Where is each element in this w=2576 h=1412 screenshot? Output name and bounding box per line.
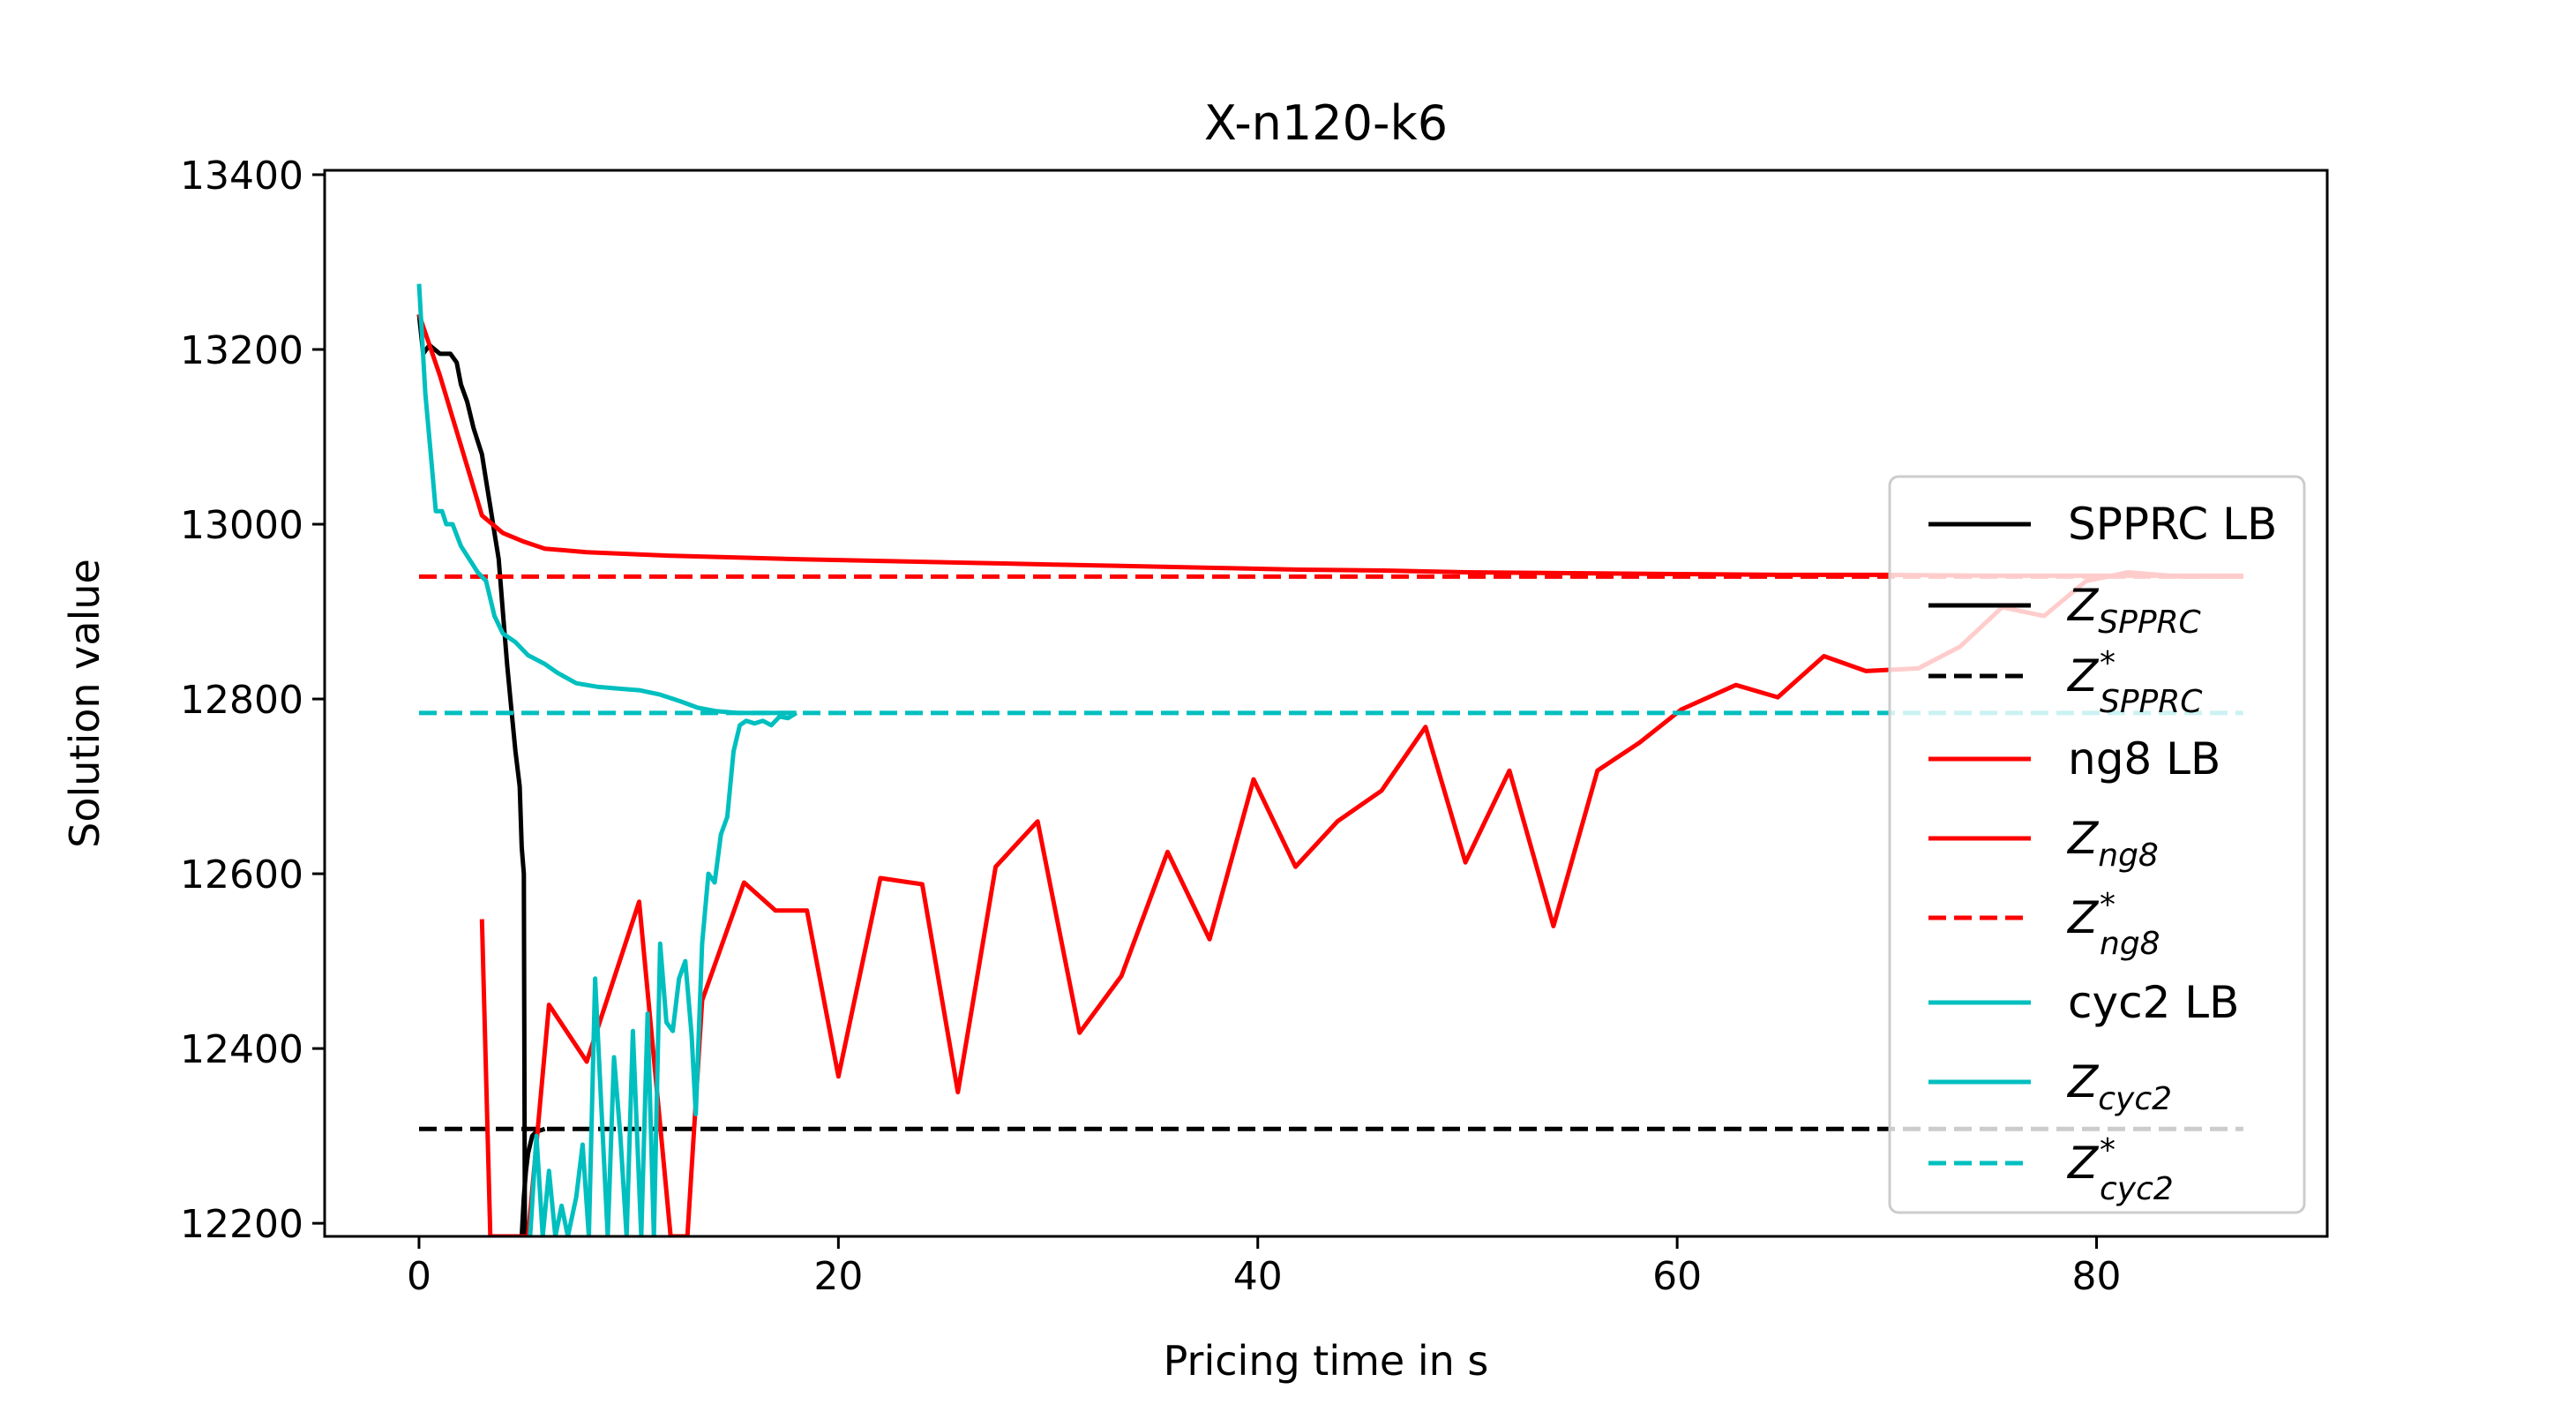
legend-label: ZSPPRC <box>2066 580 2202 641</box>
plot-frame <box>323 169 2329 1238</box>
chart-title: X-n120-k6 <box>1204 95 1448 151</box>
series-line-sspprc_lb <box>416 314 528 1236</box>
legend-label: SPPRC LB <box>2068 499 2277 550</box>
legend-label: Zcyc2 <box>2066 1056 2172 1117</box>
x-tick-label: 0 <box>407 1254 431 1299</box>
legend-label: Z* SPPRC <box>2066 645 2203 720</box>
x-tick-label: 60 <box>1652 1254 1702 1299</box>
y-tick-label: 12400 <box>180 1027 303 1072</box>
y-tick-label: 12200 <box>180 1202 303 1247</box>
series-line-cyc2_lb <box>416 283 797 716</box>
x-tick-label: 80 <box>2072 1254 2122 1299</box>
y-tick-label: 12800 <box>180 678 303 723</box>
legend-label: Z* ng8 <box>2066 887 2160 962</box>
legend-label: cyc2 LB <box>2068 977 2239 1028</box>
x-tick-label: 20 <box>813 1254 863 1299</box>
legend-label: ng8 LB <box>2068 733 2220 785</box>
legend-box <box>1888 475 2306 1214</box>
y-tick-label: 13400 <box>180 154 303 199</box>
x-axis-ticks: 0 20 40 60 80 <box>407 1236 2122 1299</box>
y-tick-label: 13000 <box>180 503 303 548</box>
x-tick-label: 40 <box>1233 1254 1283 1299</box>
y-axis-title: Solution value <box>61 559 109 848</box>
legend-label: Z* cyc2 <box>2066 1132 2174 1207</box>
y-axis-ticks: 12200 12400 12600 12800 13000 13200 13400 <box>180 154 325 1247</box>
y-tick-label: 13200 <box>180 328 303 373</box>
legend-label: Zng8 <box>2066 813 2159 874</box>
series-line-z_cyc2 <box>528 710 798 1236</box>
x-axis-title: Pricing time in s <box>1164 1337 1489 1385</box>
y-tick-label: 12600 <box>180 852 303 898</box>
